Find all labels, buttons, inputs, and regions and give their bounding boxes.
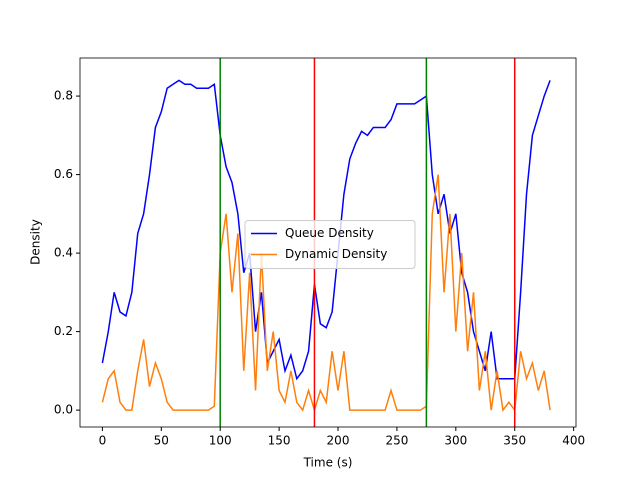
legend-label: Dynamic Density <box>285 247 387 261</box>
y-tick-label: 0.0 <box>54 403 73 417</box>
y-tick-label: 0.6 <box>54 167 73 181</box>
axes-frame <box>79 57 577 428</box>
x-tick-label: 300 <box>444 434 467 448</box>
y-tick-label: 0.4 <box>54 246 73 260</box>
x-tick-label: 250 <box>385 434 408 448</box>
x-tick-label: 200 <box>327 434 350 448</box>
x-axis-label: Time (s) <box>303 456 353 470</box>
x-tick-label: 50 <box>154 434 169 448</box>
legend-label: Queue Density <box>285 226 374 240</box>
x-tick-label: 350 <box>503 434 526 448</box>
x-tick-label: 0 <box>99 434 107 448</box>
legend-box <box>244 220 416 269</box>
x-tick-label: 150 <box>268 434 291 448</box>
series-line <box>101 79 551 381</box>
y-tick-label: 0.8 <box>54 89 73 103</box>
y-axis-label: Density <box>29 219 43 265</box>
series-line <box>101 174 551 413</box>
x-tick-label: 400 <box>562 434 585 448</box>
x-tick-label: 100 <box>209 434 232 448</box>
y-tick-label: 0.2 <box>54 324 73 338</box>
